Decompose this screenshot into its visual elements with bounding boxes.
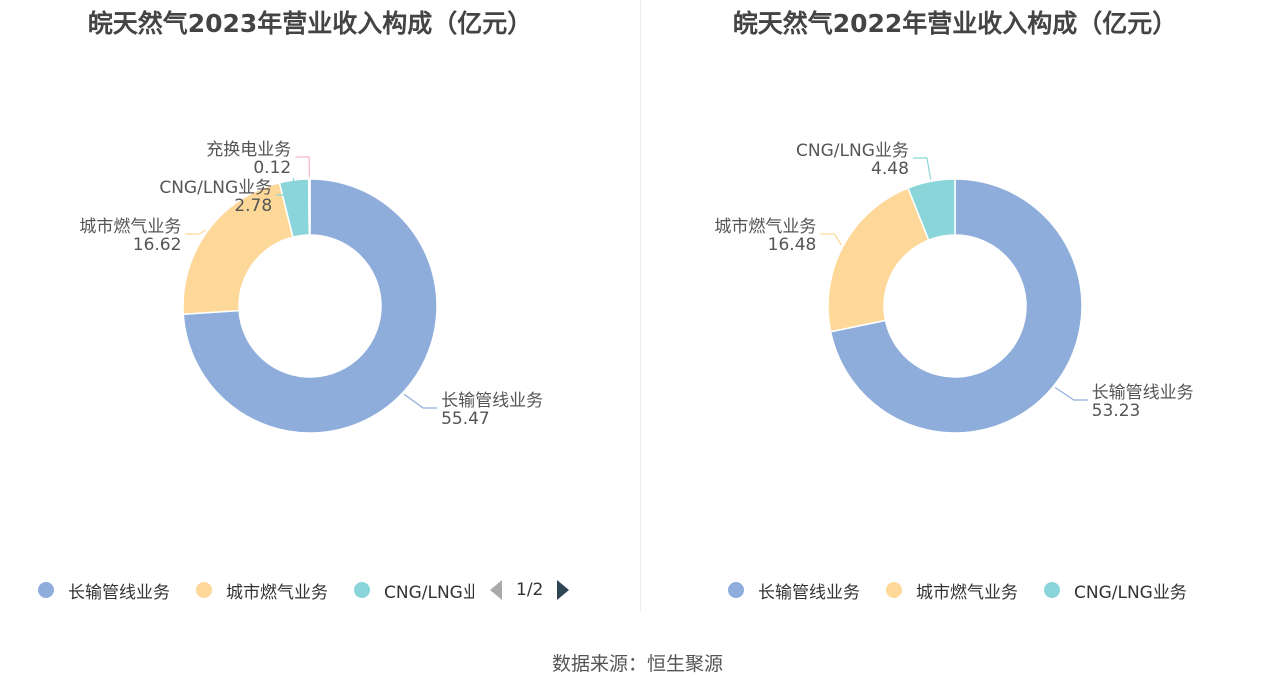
slice-name-label: 城市燃气业务 <box>714 217 816 237</box>
slice-value-label: 0.12 <box>253 158 291 178</box>
slice-name-label: 长输管线业务 <box>441 391 543 411</box>
legend-label: CNG/LNG业务 <box>384 582 474 603</box>
slice-value-label: 53.23 <box>1092 401 1141 421</box>
legend-label: 城市燃气业务 <box>226 582 328 603</box>
leader-line <box>912 157 932 180</box>
legend-item[interactable]: CNG/LNG业务 <box>354 578 474 603</box>
previous-page-arrow-icon[interactable] <box>490 580 502 600</box>
leader-line <box>403 393 438 409</box>
leader-line <box>276 177 295 196</box>
legend-item[interactable]: 城市燃气业务 <box>196 578 328 603</box>
legend-item[interactable]: CNG/LNG业务 <box>1044 578 1187 603</box>
chart-2023: 皖天然气2023年营业收入构成（亿元） 长输管线业务 55.47 城市燃气业务 16.… <box>0 0 640 620</box>
chart-title: 皖天然气2023年营业收入构成（亿元） <box>87 9 533 38</box>
chart-title: 皖天然气2022年营业收入构成（亿元） <box>732 9 1178 38</box>
next-page-arrow-icon[interactable] <box>557 580 570 600</box>
leader-line <box>1054 386 1088 401</box>
donut-slice[interactable] <box>307 178 311 236</box>
slice-value-label: 2.78 <box>234 196 272 216</box>
slice-name-label: 长输管线业务 <box>1092 383 1194 403</box>
legend-item[interactable]: 长输管线业务 <box>728 578 860 603</box>
slice-name-label: CNG/LNG业务 <box>796 141 909 161</box>
legend-dot <box>354 582 370 598</box>
legend-dot <box>728 582 744 598</box>
donut-slice[interactable] <box>906 178 956 242</box>
donut-slice[interactable] <box>829 178 1083 434</box>
legend-label: 长输管线业务 <box>68 582 170 603</box>
legend-dot <box>196 582 212 598</box>
leader-line <box>820 233 842 246</box>
slice-name-label: 充换电业务 <box>206 140 291 160</box>
donut-slice[interactable] <box>827 187 930 333</box>
data-source-note: 数据来源：恒生聚源 <box>551 653 723 675</box>
donut-slice[interactable] <box>182 178 438 434</box>
legend-label: 城市燃气业务 <box>916 582 1018 603</box>
slice-value-label: 4.48 <box>871 159 909 179</box>
panel-divider <box>640 0 641 612</box>
legend-dot <box>886 582 902 598</box>
legend: 长输管线业务 城市燃气业务 CNG/LNG业务 1/2 <box>38 576 570 604</box>
legend-item[interactable]: 长输管线业务 <box>38 578 170 603</box>
legend-label: CNG/LNG业务 <box>1074 582 1187 603</box>
slice-value-label: 16.48 <box>768 235 817 255</box>
legend-dot <box>1044 582 1060 598</box>
leader-line <box>185 229 207 235</box>
leader-line <box>295 156 310 178</box>
slice-value-label: 55.47 <box>441 409 490 429</box>
slice-value-label: 16.62 <box>133 235 182 255</box>
legend-dot <box>38 582 54 598</box>
legend-pager: 1/2 <box>490 580 570 600</box>
legend: 长输管线业务 城市燃气业务 CNG/LNG业务 <box>728 576 1213 604</box>
legend-page-indicator: 1/2 <box>516 580 544 600</box>
legend-item[interactable]: 城市燃气业务 <box>886 578 1018 603</box>
slice-name-label: CNG/LNG业务 <box>159 178 272 198</box>
chart-2022: 皖天然气2022年营业收入构成（亿元） 长输管线业务 53.23 城市燃气业务 16.… <box>645 0 1275 620</box>
slice-name-label: 城市燃气业务 <box>79 217 181 237</box>
legend-label: 长输管线业务 <box>758 582 860 603</box>
